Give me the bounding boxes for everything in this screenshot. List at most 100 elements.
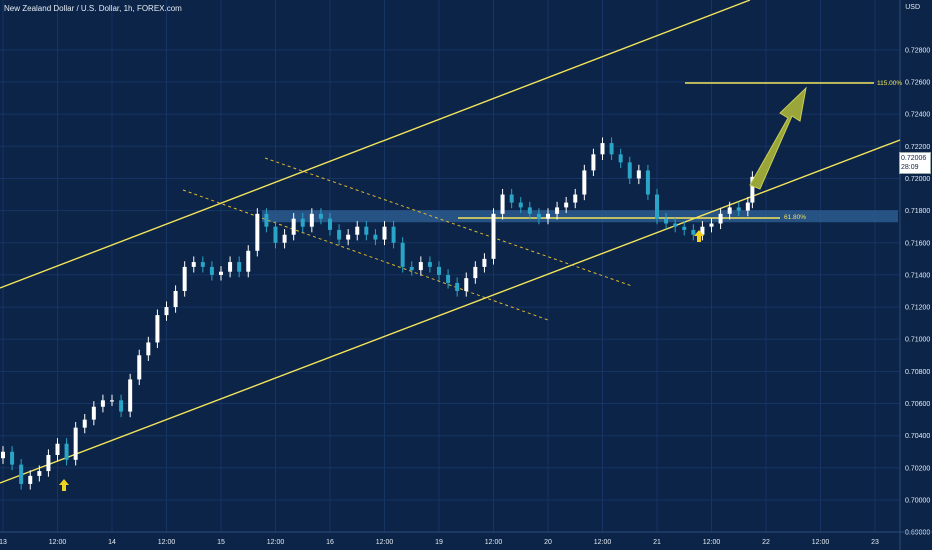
candle-body <box>673 223 678 227</box>
candle-body <box>437 266 441 275</box>
candle-body <box>636 170 641 179</box>
candle-body <box>119 400 124 412</box>
candle-body <box>137 355 142 380</box>
x-tick-label: 12:00 <box>376 539 394 546</box>
y-tick-label: 0.72200 <box>905 144 930 151</box>
y-tick-label: 0.71200 <box>905 305 930 312</box>
candle-body <box>1 451 5 459</box>
candle-body <box>536 213 541 219</box>
candle-body <box>282 234 287 243</box>
projection-arrow <box>749 86 807 190</box>
candle-body <box>37 471 42 476</box>
channel-upper-line <box>0 0 751 289</box>
candle-body <box>482 258 487 267</box>
candle-body <box>591 154 596 171</box>
x-tick-label: 16 <box>326 539 334 546</box>
candle-body <box>346 234 351 240</box>
candle-body <box>100 400 105 407</box>
candle-body <box>19 464 24 484</box>
candle-body <box>655 194 659 219</box>
candle-body <box>664 218 669 224</box>
candle-body <box>727 207 732 214</box>
y-tick-label: 0.72000 <box>905 176 930 183</box>
candle-body <box>600 143 605 155</box>
candle-body <box>400 242 405 267</box>
candle-body <box>500 194 505 214</box>
y-tick-label: 0.72600 <box>905 80 930 87</box>
y-tick-label: 0.70600 <box>905 401 930 408</box>
candle-body <box>182 266 187 291</box>
y-tick-label: 0.70200 <box>905 465 930 472</box>
candle-body <box>228 262 233 272</box>
candle-body <box>464 278 469 291</box>
x-tick-label: 12:00 <box>703 539 721 546</box>
x-tick-label: 14 <box>108 539 116 546</box>
last-price-badge: 0.72006 28:09 <box>899 152 931 174</box>
candle-body <box>582 170 587 195</box>
y-tick-label: 0.71800 <box>905 208 930 215</box>
x-tick-label: 12:00 <box>812 539 830 546</box>
candle-body <box>618 154 623 163</box>
candle-body <box>255 213 260 251</box>
candle-body <box>82 419 87 428</box>
y-tick-label: 0.70400 <box>905 433 930 440</box>
candle-body <box>110 400 114 402</box>
candle-body <box>455 282 460 291</box>
candle-body <box>55 443 60 455</box>
y-tick-label: 0.72400 <box>905 112 930 119</box>
candle-body <box>309 213 314 227</box>
candle-body <box>527 207 532 214</box>
candle-body <box>209 266 214 275</box>
candle-body <box>564 202 569 208</box>
candle-body <box>709 223 714 227</box>
candle-body <box>745 202 750 211</box>
candle-body <box>273 226 278 243</box>
candle-body <box>609 143 614 155</box>
candle-body <box>682 226 687 230</box>
fib-115-label: 115.00% <box>877 80 903 87</box>
candle-body <box>518 202 523 208</box>
candle-body <box>446 274 451 283</box>
candle-body <box>645 170 650 195</box>
candle-body <box>373 234 378 240</box>
x-tick-label: 12:00 <box>485 539 503 546</box>
candle-body <box>364 226 369 235</box>
y-tick-label: 0.70800 <box>905 369 930 376</box>
y-tick-label: 0.72800 <box>905 47 930 54</box>
candle-body <box>10 451 15 465</box>
candle-body <box>337 229 342 240</box>
candle-body <box>264 213 269 227</box>
candle-body <box>491 213 496 259</box>
x-tick-label: 19 <box>435 539 443 546</box>
dashed-channel-lower <box>182 189 549 321</box>
candle-body <box>691 229 696 235</box>
channel-lower-line <box>0 139 901 484</box>
candle-body <box>28 475 33 484</box>
candle-body <box>355 226 360 235</box>
currency-label: USD <box>905 4 920 11</box>
candle-body <box>300 218 305 227</box>
candle-body <box>318 213 323 219</box>
candle-body <box>128 379 133 412</box>
y-tick-label: 0.71000 <box>905 337 930 344</box>
candle-body <box>382 226 387 240</box>
fib-618-label: 61.80% <box>784 214 807 221</box>
candle-body <box>237 262 242 272</box>
candle-body <box>328 218 332 230</box>
candle-body <box>627 162 632 179</box>
y-tick-label: 0.71400 <box>905 272 930 279</box>
candle-body <box>473 266 478 279</box>
up-arrow-right-icon <box>694 230 704 242</box>
x-tick-label: 21 <box>653 539 661 546</box>
x-tick-label: 12:00 <box>594 539 612 546</box>
candle-body <box>91 406 96 420</box>
candle-body <box>46 454 51 472</box>
candle-body <box>164 307 169 316</box>
x-tick-label: 20 <box>544 539 552 546</box>
chart-title: New Zealand Dollar / U.S. Dollar, 1h, FO… <box>4 4 182 13</box>
candle-body <box>146 342 151 356</box>
x-tick-label: 12:00 <box>49 539 67 546</box>
candle-body <box>700 226 705 235</box>
candle-body <box>750 176 755 203</box>
